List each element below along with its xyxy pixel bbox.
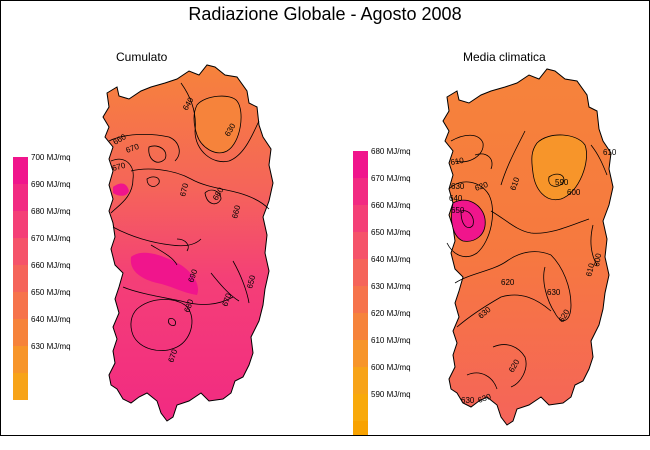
left-contour-label: 650	[245, 274, 257, 290]
right-contour-label: 610	[450, 156, 465, 167]
legend-swatch	[353, 259, 368, 286]
legend-swatch	[353, 286, 368, 313]
legend-entry: 630 MJ/mq	[353, 282, 553, 313]
left-contour-label: 670	[125, 142, 141, 155]
right-contour-label: 610	[584, 262, 596, 278]
right-contour-label: 610	[603, 148, 617, 157]
left-map-subtitle: Cumulato	[116, 50, 168, 64]
sardinia-maps: 640 630 660 670 670 670 660 690 680 670 …	[102, 64, 617, 426]
legend-swatch	[353, 394, 368, 421]
right-contour-label: 630	[461, 396, 475, 405]
map-figure: Radiazione Globale - Agosto 2008 Cumulat…	[0, 0, 650, 436]
legend-entry	[13, 373, 213, 400]
legend-swatch	[353, 232, 368, 259]
right-contour-label: 630	[451, 182, 465, 191]
right-contour-label: 620	[501, 278, 515, 287]
legend-swatch	[13, 319, 28, 346]
left-contour-label: 660	[230, 204, 242, 220]
left-high-zone-west	[113, 183, 129, 196]
right-map-subtitle: Media climatica	[463, 50, 546, 64]
legend-swatch	[353, 340, 368, 367]
right-contour-label: 620	[474, 180, 490, 193]
legend-swatch	[353, 421, 368, 435]
legend-label: 640 MJ/mq	[31, 315, 71, 324]
left-contour-label: 670	[178, 182, 190, 198]
legend-label: 660 MJ/mq	[31, 261, 71, 270]
left-map: 640 630 660 670 670 670 660 690 680 670 …	[102, 64, 274, 422]
legend-entry: 590 MJ/mq	[353, 390, 553, 421]
legend-entry: 680 MJ/mq	[13, 207, 213, 238]
left-contour-label: 670	[111, 161, 127, 173]
legend-label: 620 MJ/mq	[371, 309, 411, 318]
legend-entry: 670 MJ/mq	[353, 174, 553, 205]
legend-label: 640 MJ/mq	[371, 255, 411, 264]
right-contour-label: 640	[449, 194, 463, 203]
left-contour-label: 670	[166, 348, 179, 364]
left-contour-label: 680	[182, 298, 195, 314]
right-contour-label: 630	[547, 288, 561, 297]
legend-entry: 650 MJ/mq	[353, 228, 553, 259]
legend-label: 680 MJ/mq	[371, 147, 411, 156]
legend-label: 630 MJ/mq	[31, 342, 71, 351]
legend-entry: 600 MJ/mq	[353, 363, 553, 394]
legend-swatch	[353, 313, 368, 340]
left-contour-label: 670	[220, 292, 233, 308]
legend-swatch	[13, 265, 28, 292]
legend-swatch	[13, 184, 28, 211]
right-contour-label: 600	[567, 188, 581, 197]
legend-label: 630 MJ/mq	[371, 282, 411, 291]
legend-entry: 640 MJ/mq	[13, 315, 213, 346]
legend-entry: 610 MJ/mq	[353, 336, 553, 367]
left-contour-label: 690	[186, 268, 199, 284]
legend-entry: 640 MJ/mq	[353, 255, 553, 286]
legend-label: 600 MJ/mq	[371, 363, 411, 372]
legend-label: 650 MJ/mq	[31, 288, 71, 297]
legend-swatch	[13, 373, 28, 400]
right-high-zone-west	[451, 200, 486, 242]
legend-entry: 680 MJ/mq	[353, 147, 553, 178]
legend-swatch	[353, 151, 368, 178]
legend-swatch	[13, 346, 28, 373]
legend-swatch	[13, 211, 28, 238]
right-contour-label: 600	[592, 252, 603, 267]
legend-entry: 660 MJ/mq	[13, 261, 213, 292]
right-contour-label: 650	[451, 206, 465, 215]
right-low-zone-north	[531, 134, 587, 200]
legend-label: 680 MJ/mq	[31, 207, 71, 216]
right-map: 610 620 610 590 600 610 630 640 650 620 …	[442, 68, 617, 426]
figure-title: Radiazione Globale - Agosto 2008	[188, 4, 462, 24]
legend-swatch	[353, 178, 368, 205]
legend-swatch	[353, 367, 368, 394]
legend-entry: 630 MJ/mq	[13, 342, 213, 373]
legend-entry: 700 MJ/mq	[13, 153, 213, 184]
legend-entry: 690 MJ/mq	[13, 180, 213, 211]
legend-entry: 670 MJ/mq	[13, 234, 213, 265]
legend-entry: 650 MJ/mq	[13, 288, 213, 319]
legend-swatch	[353, 205, 368, 232]
legend-label: 610 MJ/mq	[371, 336, 411, 345]
right-contour-label: 630	[477, 392, 493, 405]
legend-swatch	[13, 157, 28, 184]
left-low-zone-north	[194, 96, 242, 153]
legend-swatch	[13, 238, 28, 265]
legend-label: 670 MJ/mq	[31, 234, 71, 243]
legend-label: 700 MJ/mq	[31, 153, 71, 162]
right-contour-label: 590	[555, 178, 569, 187]
right-contour-label: 610	[508, 176, 521, 192]
legend-swatch	[13, 292, 28, 319]
legend-label: 590 MJ/mq	[371, 390, 411, 399]
right-isolines	[446, 130, 608, 390]
left-high-zone-center	[130, 252, 199, 295]
legend-entry: 660 MJ/mq	[353, 201, 553, 232]
left-isolines	[108, 82, 270, 351]
legend-label: 690 MJ/mq	[31, 180, 71, 189]
legend-label: 660 MJ/mq	[371, 201, 411, 210]
legend-entry: 620 MJ/mq	[353, 309, 553, 340]
legend-label: 650 MJ/mq	[371, 228, 411, 237]
legend-label: 670 MJ/mq	[371, 174, 411, 183]
legend-entry	[353, 421, 553, 435]
